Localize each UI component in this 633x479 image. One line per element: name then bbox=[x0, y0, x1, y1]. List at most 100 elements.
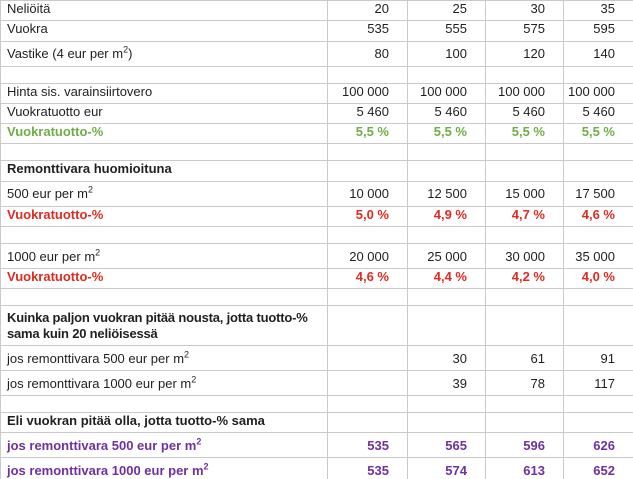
row-label-cell[interactable] bbox=[0, 65, 328, 84]
value-cell[interactable] bbox=[327, 411, 408, 434]
value-cell[interactable] bbox=[327, 65, 408, 84]
value-cell[interactable] bbox=[563, 143, 633, 162]
value-cell[interactable]: 5 460 bbox=[407, 102, 486, 125]
value-cell[interactable] bbox=[327, 143, 408, 162]
row-label-cell[interactable]: Vuokratuotto-% bbox=[0, 267, 328, 290]
value-cell[interactable]: 100 000 bbox=[485, 82, 564, 104]
value-cell[interactable] bbox=[485, 395, 564, 413]
value-cell[interactable]: 4,4 % bbox=[407, 267, 486, 290]
value-cell[interactable] bbox=[327, 370, 408, 396]
row-label-cell[interactable] bbox=[0, 395, 328, 413]
value-cell[interactable]: 78 bbox=[485, 370, 564, 396]
value-cell[interactable] bbox=[485, 411, 564, 434]
value-cell[interactable] bbox=[485, 143, 564, 162]
value-cell[interactable]: 5,0 % bbox=[327, 205, 408, 227]
value-cell[interactable]: 596 bbox=[485, 432, 564, 459]
value-cell[interactable]: 35 000 bbox=[563, 242, 633, 269]
value-cell[interactable]: 555 bbox=[407, 20, 486, 42]
value-cell[interactable]: 30 bbox=[407, 345, 486, 371]
value-cell[interactable]: 25 bbox=[407, 0, 486, 22]
value-cell[interactable] bbox=[407, 160, 486, 182]
row-label-cell[interactable]: Vuokratuotto-% bbox=[0, 205, 328, 227]
row-label-cell[interactable]: Remonttivara huomioituna bbox=[0, 160, 328, 182]
value-cell[interactable]: 100 000 bbox=[407, 82, 486, 104]
row-label-cell[interactable]: Kuinka paljon vuokran pitää nousta, jott… bbox=[0, 305, 328, 346]
value-cell[interactable]: 595 bbox=[563, 20, 633, 42]
value-cell[interactable]: 120 bbox=[485, 40, 564, 67]
value-cell[interactable]: 100 000 bbox=[327, 82, 408, 104]
value-cell[interactable]: 30 bbox=[485, 0, 564, 22]
row-label-cell[interactable]: jos remonttivara 500 eur per m2 bbox=[0, 432, 328, 459]
value-cell[interactable] bbox=[563, 65, 633, 84]
value-cell[interactable] bbox=[407, 225, 486, 244]
value-cell[interactable]: 535 bbox=[327, 457, 408, 479]
value-cell[interactable]: 140 bbox=[563, 40, 633, 67]
value-cell[interactable] bbox=[327, 288, 408, 306]
value-cell[interactable] bbox=[563, 411, 633, 434]
value-cell[interactable] bbox=[327, 395, 408, 413]
value-cell[interactable]: 4,6 % bbox=[327, 267, 408, 290]
value-cell[interactable]: 20 000 bbox=[327, 242, 408, 269]
value-cell[interactable] bbox=[407, 143, 486, 162]
row-label-cell[interactable] bbox=[0, 225, 328, 244]
value-cell[interactable]: 61 bbox=[485, 345, 564, 371]
value-cell[interactable]: 5,5 % bbox=[407, 122, 486, 145]
value-cell[interactable] bbox=[563, 225, 633, 244]
value-cell[interactable]: 652 bbox=[563, 457, 633, 479]
value-cell[interactable]: 613 bbox=[485, 457, 564, 479]
row-label-cell[interactable]: Vuokratuotto eur bbox=[0, 102, 328, 125]
row-label-cell[interactable]: Hinta sis. varainsiirtovero bbox=[0, 82, 328, 104]
value-cell[interactable] bbox=[485, 225, 564, 244]
value-cell[interactable]: 12 500 bbox=[407, 180, 486, 207]
value-cell[interactable]: 10 000 bbox=[327, 180, 408, 207]
value-cell[interactable] bbox=[407, 395, 486, 413]
value-cell[interactable]: 574 bbox=[407, 457, 486, 479]
row-label-cell[interactable]: Vuokratuotto-% bbox=[0, 122, 328, 145]
value-cell[interactable]: 25 000 bbox=[407, 242, 486, 269]
value-cell[interactable] bbox=[327, 225, 408, 244]
value-cell[interactable] bbox=[327, 345, 408, 371]
row-label-cell[interactable]: jos remonttivara 500 eur per m2 bbox=[0, 345, 328, 371]
value-cell[interactable]: 575 bbox=[485, 20, 564, 42]
value-cell[interactable]: 4,7 % bbox=[485, 205, 564, 227]
value-cell[interactable] bbox=[407, 411, 486, 434]
value-cell[interactable]: 80 bbox=[327, 40, 408, 67]
value-cell[interactable]: 15 000 bbox=[485, 180, 564, 207]
value-cell[interactable]: 5,5 % bbox=[485, 122, 564, 145]
value-cell[interactable]: 535 bbox=[327, 20, 408, 42]
value-cell[interactable]: 5,5 % bbox=[563, 122, 633, 145]
value-cell[interactable] bbox=[327, 160, 408, 182]
value-cell[interactable]: 30 000 bbox=[485, 242, 564, 269]
value-cell[interactable] bbox=[563, 305, 633, 346]
value-cell[interactable] bbox=[485, 288, 564, 306]
value-cell[interactable]: 100 000 bbox=[563, 82, 633, 104]
value-cell[interactable] bbox=[407, 305, 486, 346]
value-cell[interactable]: 4,9 % bbox=[407, 205, 486, 227]
row-label-cell[interactable]: jos remonttivara 1000 eur per m2 bbox=[0, 370, 328, 396]
value-cell[interactable]: 5 460 bbox=[485, 102, 564, 125]
value-cell[interactable] bbox=[563, 288, 633, 306]
value-cell[interactable]: 17 500 bbox=[563, 180, 633, 207]
value-cell[interactable] bbox=[327, 305, 408, 346]
value-cell[interactable]: 535 bbox=[327, 432, 408, 459]
value-cell[interactable]: 4,6 % bbox=[563, 205, 633, 227]
row-label-cell[interactable]: jos remonttivara 1000 eur per m2 bbox=[0, 457, 328, 479]
row-label-cell[interactable]: Vuokra bbox=[0, 20, 328, 42]
row-label-cell[interactable] bbox=[0, 143, 328, 162]
value-cell[interactable] bbox=[407, 65, 486, 84]
value-cell[interactable]: 4,2 % bbox=[485, 267, 564, 290]
value-cell[interactable]: 100 bbox=[407, 40, 486, 67]
value-cell[interactable]: 565 bbox=[407, 432, 486, 459]
row-label-cell[interactable]: Eli vuokran pitää olla, jotta tuotto-% s… bbox=[0, 411, 328, 434]
value-cell[interactable]: 4,0 % bbox=[563, 267, 633, 290]
value-cell[interactable]: 117 bbox=[563, 370, 633, 396]
value-cell[interactable] bbox=[485, 65, 564, 84]
value-cell[interactable]: 91 bbox=[563, 345, 633, 371]
value-cell[interactable]: 20 bbox=[327, 0, 408, 22]
row-label-cell[interactable]: 500 eur per m2 bbox=[0, 180, 328, 207]
value-cell[interactable]: 5 460 bbox=[327, 102, 408, 125]
value-cell[interactable]: 626 bbox=[563, 432, 633, 459]
value-cell[interactable]: 5 460 bbox=[563, 102, 633, 125]
value-cell[interactable] bbox=[563, 160, 633, 182]
row-label-cell[interactable]: Neliöitä bbox=[0, 0, 328, 22]
